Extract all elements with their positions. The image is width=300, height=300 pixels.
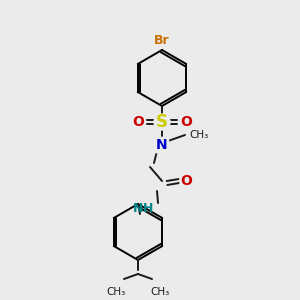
- Text: CH₃: CH₃: [150, 287, 170, 297]
- Text: H: H: [143, 202, 153, 215]
- Circle shape: [154, 114, 170, 130]
- Text: N: N: [156, 138, 168, 152]
- Text: S: S: [156, 113, 168, 131]
- Text: CH₃: CH₃: [106, 287, 126, 297]
- Text: O: O: [180, 174, 192, 188]
- Text: CH₃: CH₃: [189, 130, 208, 140]
- Text: O: O: [132, 115, 144, 129]
- Text: Br: Br: [154, 34, 170, 47]
- Text: O: O: [180, 115, 192, 129]
- Text: N: N: [133, 202, 143, 215]
